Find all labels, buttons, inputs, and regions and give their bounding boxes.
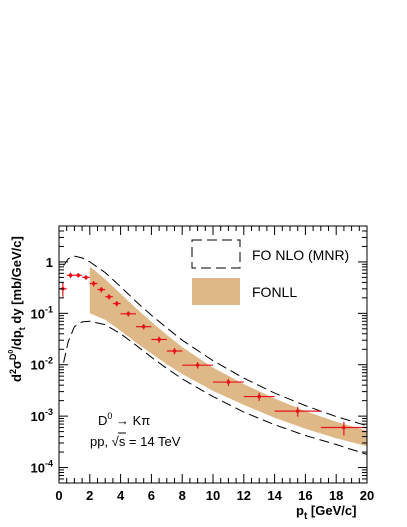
data-point bbox=[274, 406, 321, 417]
data-point-marker bbox=[68, 273, 73, 278]
y-tick-label: 10-3 bbox=[31, 407, 53, 424]
annotation-energy: pp, √s = 14 TeV bbox=[90, 434, 181, 449]
plot-frame-layer bbox=[58, 225, 368, 484]
x-tick-label: 6 bbox=[148, 488, 155, 503]
nlo-lower-curve bbox=[63, 320, 368, 455]
data-point bbox=[213, 378, 244, 386]
data-point-marker bbox=[295, 409, 300, 413]
data-point-marker bbox=[91, 281, 96, 286]
x-tick-label: 18 bbox=[329, 488, 343, 503]
data-point bbox=[66, 272, 75, 279]
x-tick-label: 8 bbox=[179, 488, 186, 503]
tick-labels-layer: 0 2 4 6 8 10 12 14 16 18 20 10-4 10-3 10-2 10-1 1 bbox=[31, 255, 375, 503]
data-point bbox=[320, 421, 367, 436]
data-point-marker bbox=[84, 275, 88, 280]
x-tick-label: 4 bbox=[117, 488, 125, 503]
x-tick-label: 16 bbox=[298, 488, 312, 503]
data-point-marker bbox=[226, 380, 231, 384]
data-point-marker bbox=[126, 311, 131, 316]
y-tick-label: 1 bbox=[46, 255, 53, 270]
data-point bbox=[82, 275, 90, 280]
fonll-band-layer bbox=[89, 266, 368, 447]
x-tick-label: 2 bbox=[86, 488, 93, 503]
data-point-marker bbox=[114, 301, 119, 306]
data-point bbox=[120, 311, 136, 317]
data-point bbox=[166, 348, 183, 355]
x-tick-label: 10 bbox=[206, 488, 220, 503]
data-point-marker bbox=[195, 363, 200, 367]
y-tick-label: 10-4 bbox=[31, 459, 53, 476]
y-tick-label: 10-1 bbox=[31, 304, 53, 321]
data-point bbox=[89, 280, 98, 287]
fonll-band bbox=[89, 266, 368, 447]
x-tick-label: 20 bbox=[360, 488, 374, 503]
x-tick-label: 14 bbox=[267, 488, 282, 503]
nlo-curve-layer bbox=[63, 255, 368, 455]
legend-swatch-nlo bbox=[191, 239, 241, 269]
data-point bbox=[97, 287, 106, 293]
data-point-marker bbox=[157, 337, 161, 342]
annotation-decay: D0 → Kπ bbox=[98, 411, 150, 428]
y-axis-title: d2σD0/dpt dy [mb/GeV/c] bbox=[8, 236, 27, 382]
annotations: D0 → Kπ pp, √s = 14 TeV bbox=[90, 411, 181, 449]
data-point-marker bbox=[342, 425, 346, 430]
data-point-marker bbox=[76, 273, 81, 278]
data-point-marker bbox=[141, 324, 146, 329]
data-point-marker bbox=[172, 349, 177, 353]
x-tick-label: 0 bbox=[55, 488, 62, 503]
legend: FO NLO (MNR) FONLL bbox=[191, 239, 349, 305]
data-point bbox=[182, 362, 213, 369]
data-point-marker bbox=[107, 294, 111, 299]
data-point bbox=[74, 273, 83, 278]
data-point bbox=[136, 324, 152, 330]
y-tick-label: 10-2 bbox=[31, 356, 53, 373]
legend-label-fonll: FONLL bbox=[252, 284, 297, 300]
nlo-upper-curve bbox=[63, 255, 368, 427]
data-point bbox=[243, 392, 275, 402]
data-points-layer bbox=[59, 272, 367, 436]
data-point bbox=[105, 294, 113, 300]
data-point-marker bbox=[99, 287, 104, 292]
x-tick-label: 12 bbox=[237, 488, 251, 503]
data-point bbox=[151, 336, 167, 343]
data-point bbox=[59, 282, 67, 297]
legend-label-nlo: FO NLO (MNR) bbox=[252, 247, 349, 263]
legend-swatch-fonll bbox=[192, 278, 240, 305]
data-point-marker bbox=[257, 394, 262, 399]
x-axis-title: pt [GeV/c] bbox=[296, 503, 356, 522]
data-point bbox=[112, 301, 121, 307]
